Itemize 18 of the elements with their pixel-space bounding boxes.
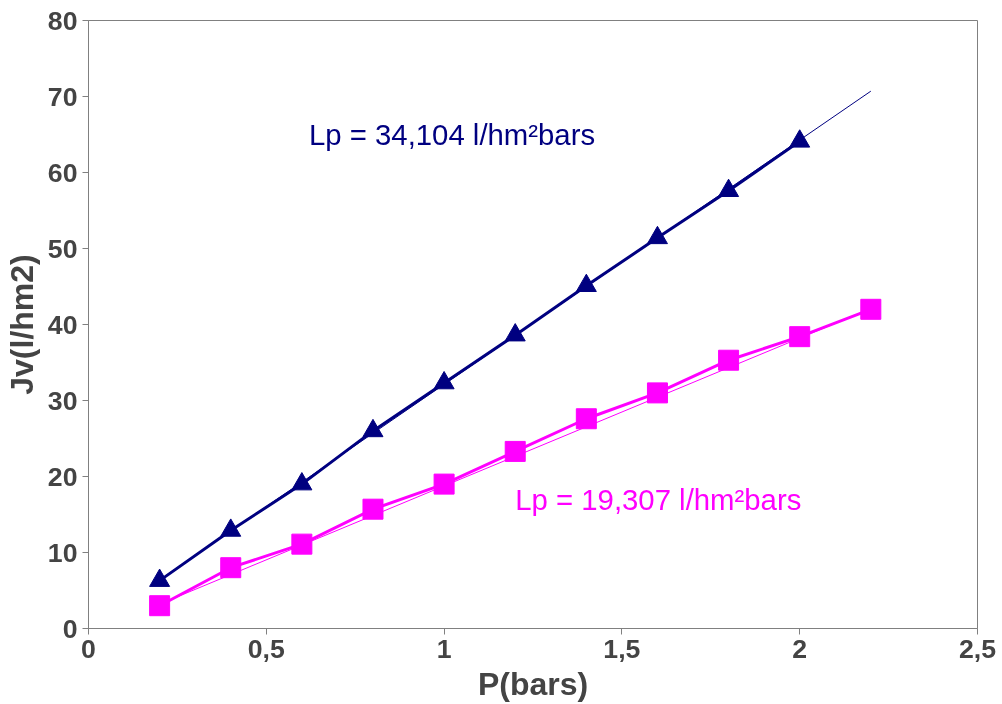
- y-tick-label: 60: [47, 157, 78, 188]
- y-tick-label: 30: [47, 385, 78, 416]
- x-tick-label: 2,5: [958, 633, 997, 664]
- y-tick-label: 50: [47, 233, 78, 264]
- x-tick-label: 0,5: [247, 633, 285, 664]
- x-tick-label: 1,5: [603, 633, 641, 664]
- x-tick-label: 1: [436, 633, 452, 664]
- y-tick-label: 10: [47, 537, 78, 568]
- y-tick-label: 70: [47, 81, 78, 112]
- x-axis-title: P(bars): [477, 665, 589, 702]
- y-tick-label: 40: [47, 309, 78, 340]
- y-tick-label: 20: [47, 461, 78, 492]
- x-tick-label: 2: [792, 633, 808, 664]
- y-tick-label: 0: [62, 613, 78, 644]
- y-tick-label: 80: [47, 5, 78, 36]
- y-axis-title: Jv(l/hm2): [3, 254, 40, 395]
- annotation: Lp = 19,307 l/hm²bars: [515, 483, 802, 517]
- annotation: Lp = 34,104 l/hm²bars: [308, 118, 596, 152]
